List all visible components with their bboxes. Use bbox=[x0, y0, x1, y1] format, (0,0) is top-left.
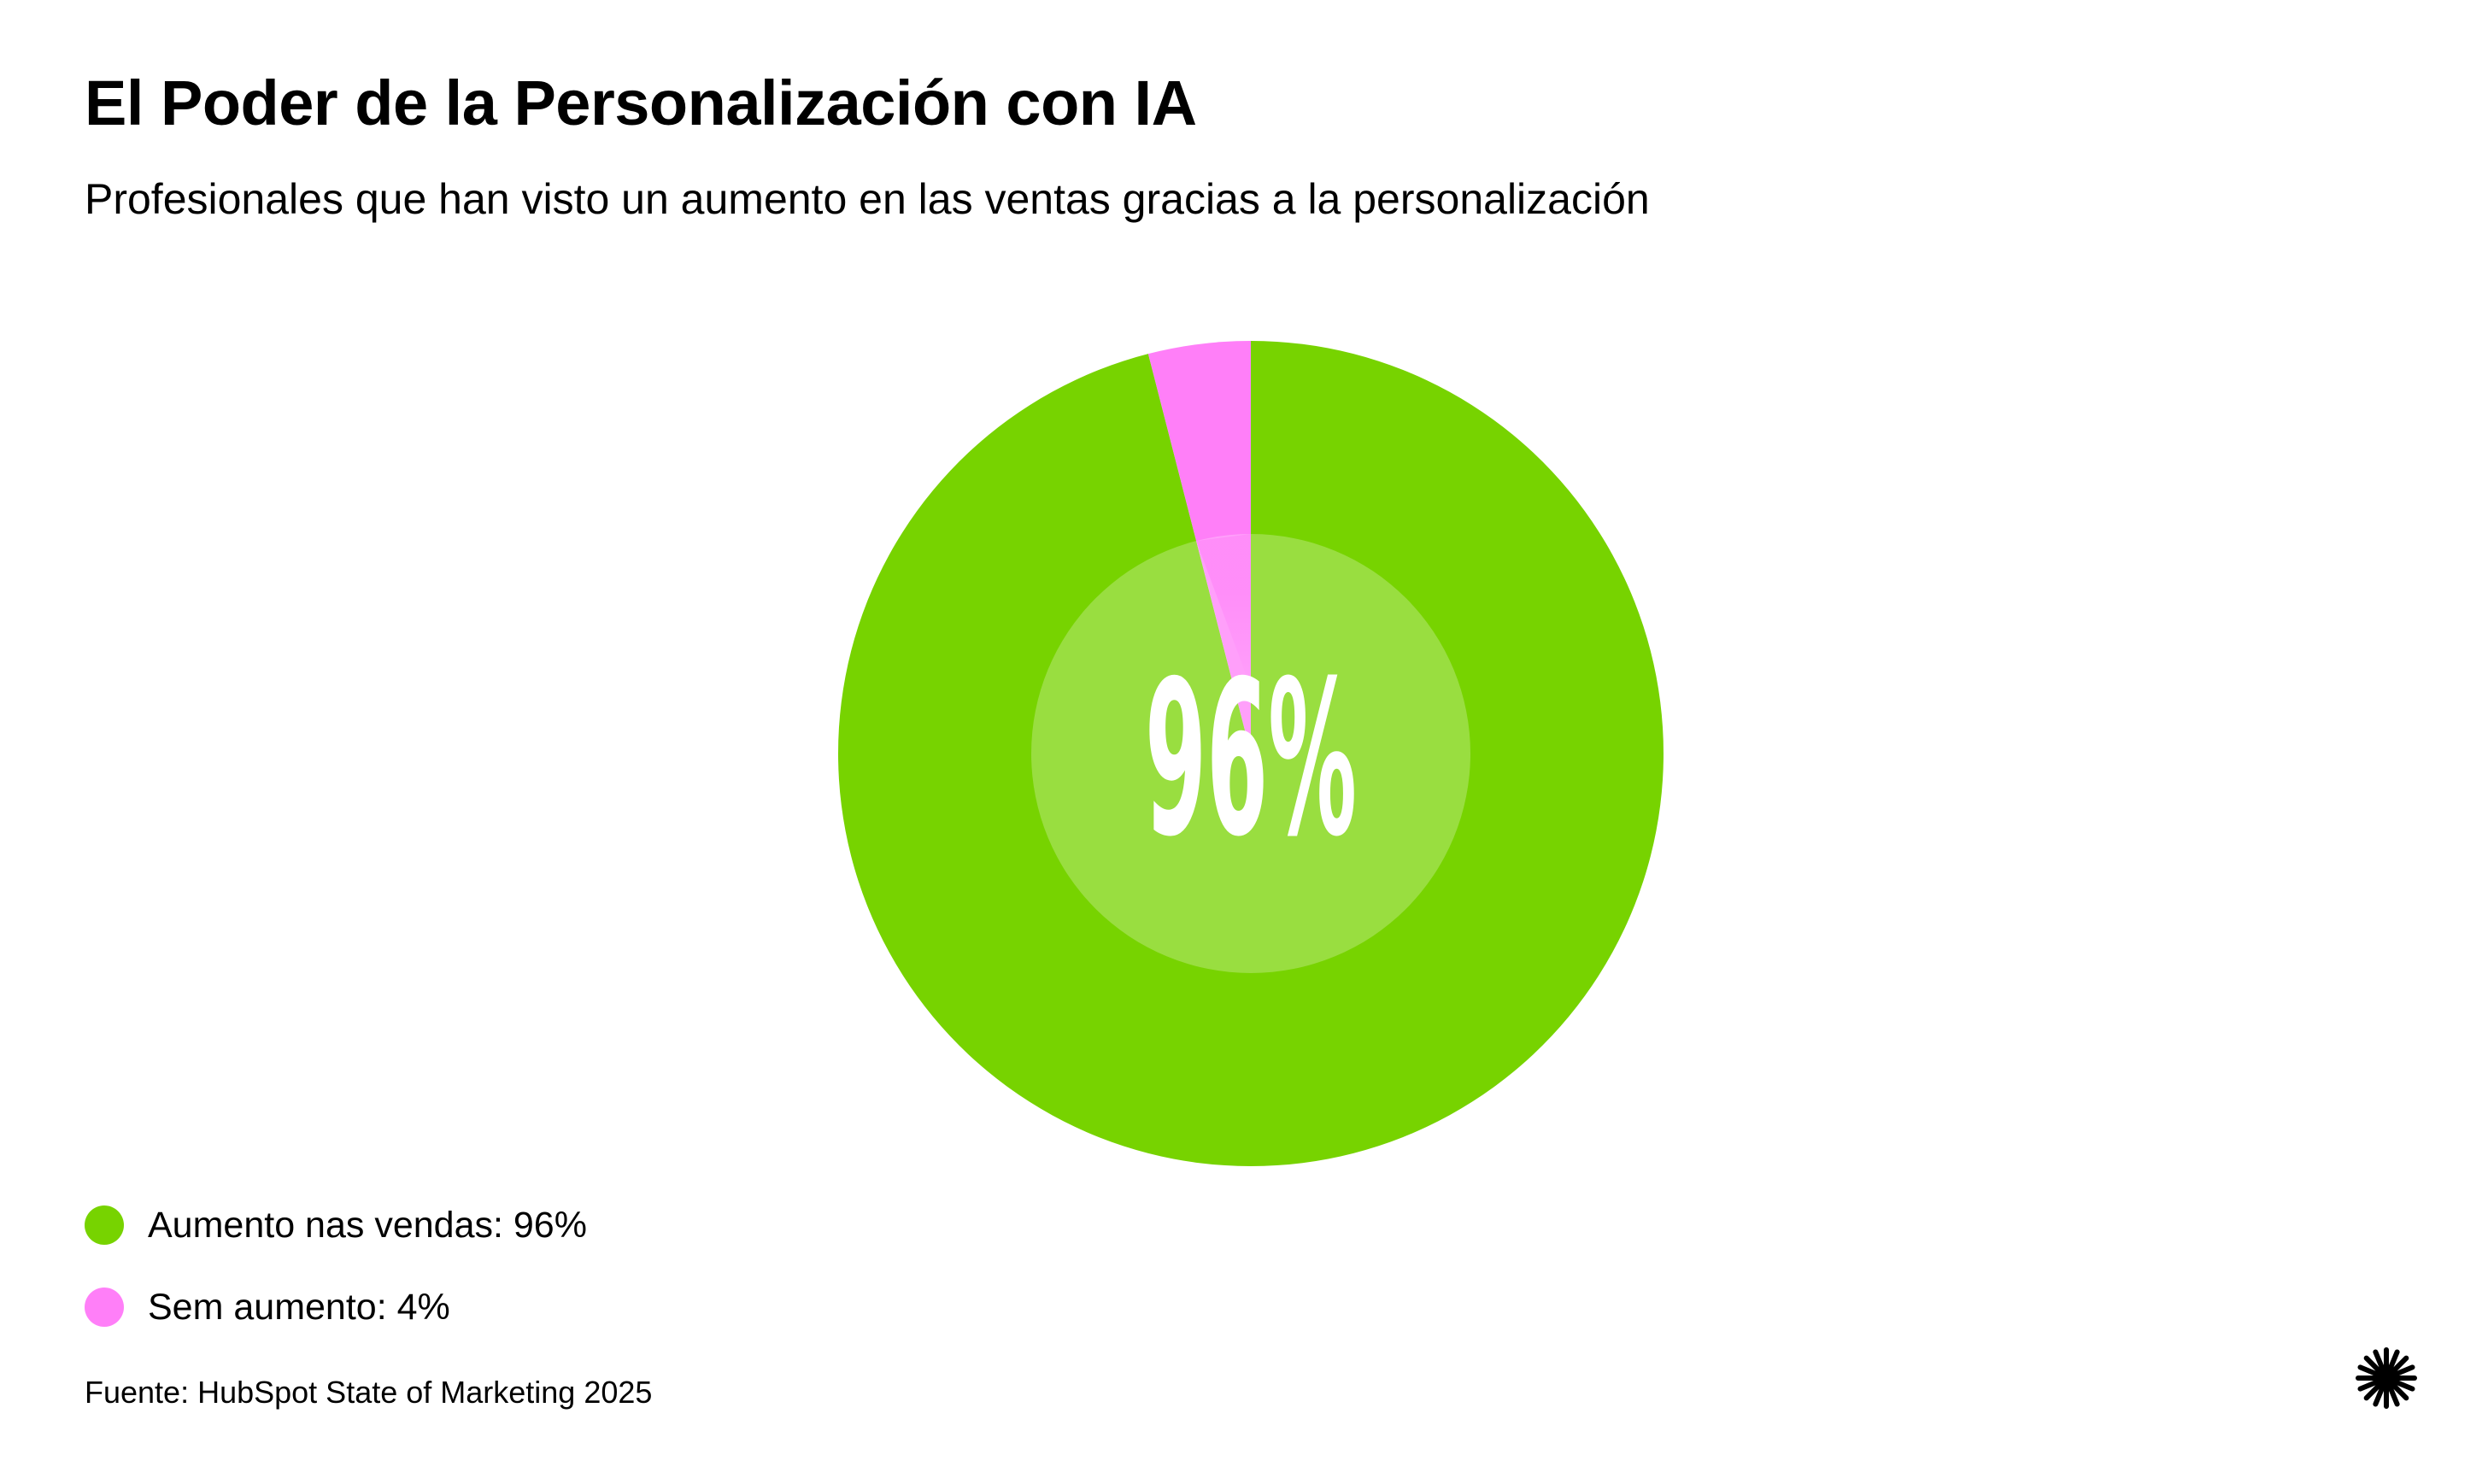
legend-item-aumento: Aumento nas vendas: 96% bbox=[85, 1200, 587, 1250]
chart-subtitle: Profesionales que han visto un aumento e… bbox=[85, 175, 1650, 223]
center-value-label: 96% bbox=[1145, 635, 1357, 883]
asterisk-burst-icon bbox=[2356, 1347, 2417, 1409]
donut-center-disc bbox=[1031, 534, 1470, 973]
pie-slice-1 bbox=[838, 341, 1664, 1167]
legend-item-sem-aumento: Sem aumento: 4% bbox=[85, 1282, 587, 1332]
source-note: Fuente: HubSpot State of Marketing 2025 bbox=[85, 1375, 653, 1410]
legend-label: Aumento nas vendas: 96% bbox=[148, 1204, 587, 1246]
legend-swatch-green bbox=[85, 1205, 124, 1245]
legend-swatch-pink bbox=[85, 1288, 124, 1327]
slice-highlight-glow bbox=[1196, 534, 1251, 688]
legend-label: Sem aumento: 4% bbox=[148, 1286, 450, 1328]
chart-title: El Poder de la Personalización con IA bbox=[85, 67, 1197, 138]
chart-legend: Aumento nas vendas: 96% Sem aumento: 4% bbox=[85, 1200, 587, 1364]
